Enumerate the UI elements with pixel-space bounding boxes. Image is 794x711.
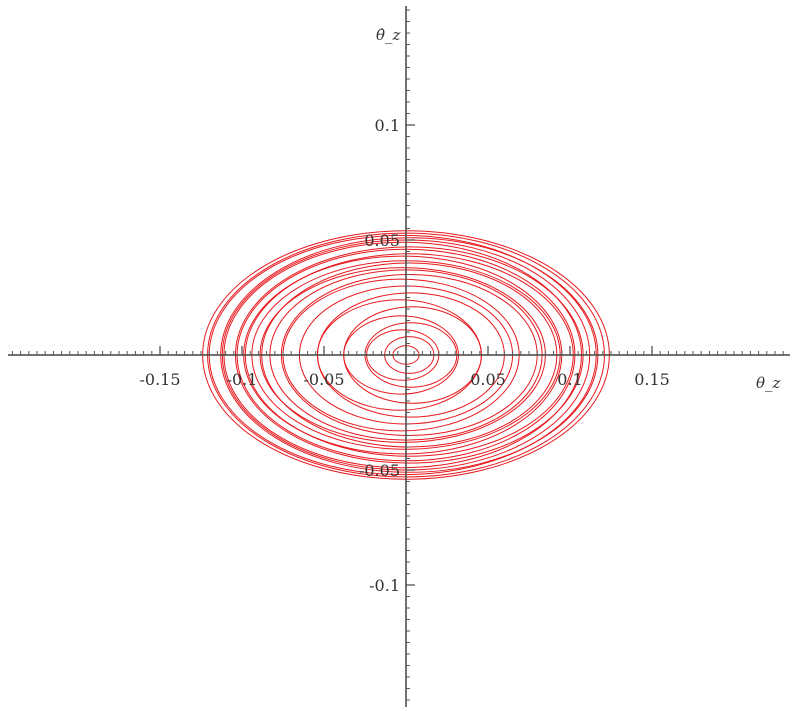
y-tick-label: -0.05 [359,461,400,480]
y-axis-title: θ̇_z [376,26,401,44]
major-ticks [159,124,653,586]
tick-labels: -0.15 -0.1 -0.05 0.05 0.1 0.15 0.1 0.05 -0.05 -0.… [139,116,669,595]
x-tick-label: 0.05 [470,370,506,389]
x-tick-label: -0.15 [139,370,180,389]
y-tick-label: -0.1 [369,576,400,595]
x-tick-label: -0.05 [303,370,344,389]
x-axis-title: θ_z [756,374,781,392]
x-tick-label: 0.1 [557,370,582,389]
x-tick-label: -0.1 [227,370,258,389]
y-tick-label: 0.1 [375,116,400,135]
x-tick-label: 0.15 [634,370,670,389]
y-tick-label: 0.05 [364,231,400,250]
axes-group: -0.15 -0.1 -0.05 0.05 0.1 0.15 0.1 0.05 -0.05 -0.… [8,6,790,707]
